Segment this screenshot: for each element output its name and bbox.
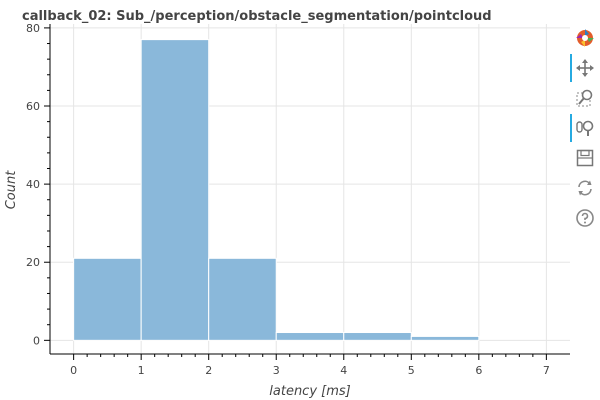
- box-zoom-tool-button[interactable]: [570, 84, 600, 112]
- x-tick-label: 5: [408, 364, 415, 377]
- bokeh-logo-icon: [576, 29, 594, 47]
- x-tick-label: 2: [205, 364, 212, 377]
- histogram-bar: [275, 332, 345, 341]
- y-tick-label: 40: [26, 178, 40, 191]
- wheel-zoom-tool-button[interactable]: [570, 114, 600, 142]
- bars: [73, 39, 480, 341]
- bokeh-logo[interactable]: [570, 24, 600, 52]
- chart-title: callback_02: Sub_/perception/obstacle_se…: [22, 9, 492, 24]
- histogram-bar: [410, 335, 480, 341]
- y-tick-label: 80: [26, 22, 40, 35]
- help-tool-button[interactable]: [570, 204, 600, 232]
- histogram-bar: [140, 39, 210, 341]
- pan-tool-button[interactable]: [570, 54, 600, 82]
- x-tick-label: 7: [543, 364, 550, 377]
- x-axis-label: latency [ms]: [269, 384, 350, 399]
- y-tick-label: 60: [26, 100, 40, 113]
- save-tool-button[interactable]: [570, 144, 600, 172]
- reset-tool-button[interactable]: [570, 174, 600, 202]
- x-tick-label: 1: [138, 364, 145, 377]
- axes: 0 1 2 3 4 5 6 7 0 20 40 60 80: [26, 22, 570, 377]
- reset-icon: [578, 180, 592, 196]
- histogram-bar: [343, 332, 412, 341]
- y-tick-label: 20: [26, 256, 40, 269]
- wheel-zoom-icon: [576, 120, 594, 136]
- x-tick-label: 0: [70, 364, 77, 377]
- pan-icon: [576, 59, 594, 77]
- help-icon: [576, 209, 594, 227]
- histogram-bar: [208, 257, 277, 341]
- save-icon: [576, 149, 594, 167]
- histogram-bar: [73, 257, 142, 341]
- x-tick-label: 6: [475, 364, 482, 377]
- x-tick-label: 3: [273, 364, 280, 377]
- y-tick-label: 0: [33, 334, 40, 347]
- box-zoom-icon: [576, 89, 593, 107]
- y-axis-label: Count: [4, 170, 19, 210]
- x-tick-label: 4: [340, 364, 347, 377]
